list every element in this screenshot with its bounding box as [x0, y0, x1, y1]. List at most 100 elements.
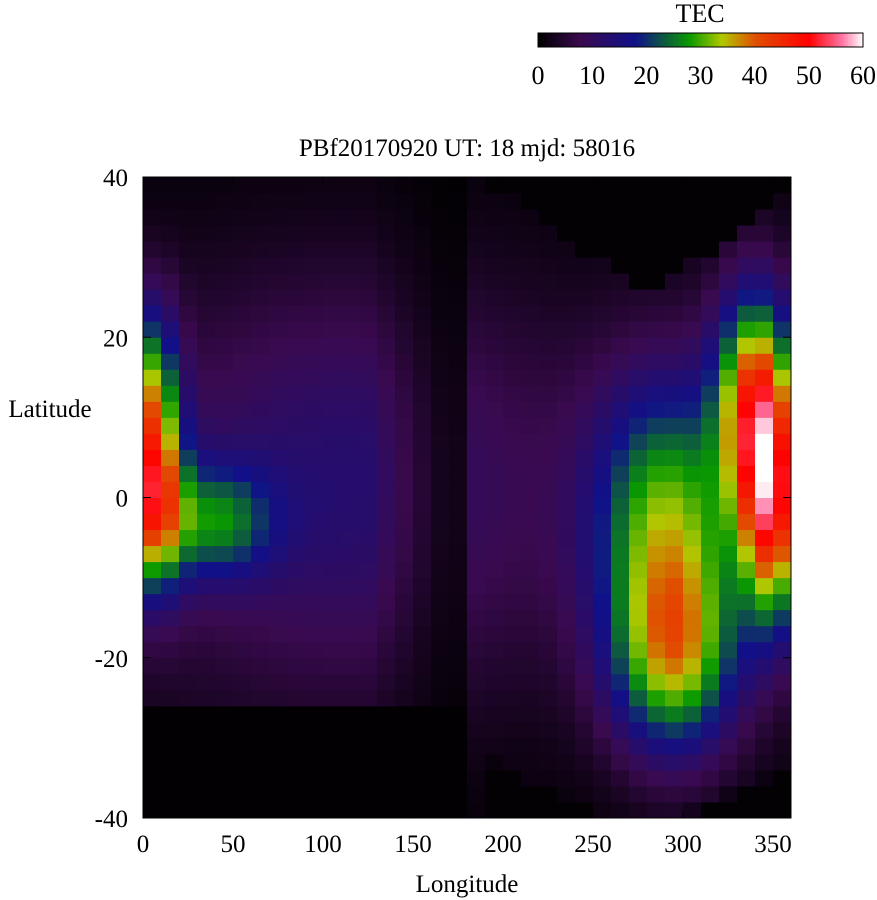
- heatmap-cell: [359, 593, 378, 611]
- heatmap-cell: [197, 721, 216, 739]
- heatmap-cell: [467, 337, 486, 354]
- heatmap-cell: [431, 385, 450, 402]
- heatmap-cell: [611, 433, 630, 450]
- heatmap-cell: [593, 689, 612, 707]
- heatmap-cell: [413, 369, 432, 386]
- heatmap-cell: [557, 753, 576, 771]
- heatmap-cell: [251, 305, 270, 322]
- heatmap-cell: [197, 433, 216, 450]
- heatmap-cell: [647, 769, 666, 787]
- colorbar-segment: [825, 33, 829, 47]
- heatmap-cell: [197, 737, 216, 755]
- heatmap-cell: [197, 481, 216, 498]
- heatmap-cell: [359, 449, 378, 466]
- colorbar-segment: [710, 33, 714, 47]
- heatmap-cell: [179, 625, 198, 643]
- x-axis-label: Longitude: [416, 871, 519, 898]
- heatmap-cell: [557, 385, 576, 402]
- heatmap-cell: [161, 449, 180, 466]
- heatmap-cell: [449, 769, 468, 787]
- colorbar-segment: [740, 33, 744, 47]
- heatmap-cell: [719, 545, 738, 563]
- heatmap-cell: [449, 593, 468, 611]
- heatmap-cell: [431, 561, 450, 579]
- colorbar-segment: [720, 33, 724, 47]
- heatmap-cell: [773, 705, 792, 723]
- heatmap-cell: [161, 577, 180, 595]
- heatmap-cell: [629, 577, 648, 595]
- heatmap-cell: [485, 465, 504, 482]
- heatmap-cell: [575, 737, 594, 755]
- heatmap-cell: [323, 801, 342, 819]
- heatmap-cell: [251, 273, 270, 290]
- heatmap-cell: [629, 273, 648, 290]
- heatmap-cell: [233, 417, 252, 434]
- heatmap-cell: [359, 657, 378, 675]
- heatmap-cell: [665, 449, 684, 466]
- heatmap-cell: [647, 401, 666, 418]
- heatmap-cell: [773, 577, 792, 595]
- heatmap-cell: [251, 513, 270, 531]
- heatmap-cell: [575, 625, 594, 643]
- heatmap-cell: [395, 785, 414, 803]
- heatmap-cell: [179, 273, 198, 290]
- heatmap-cell: [413, 433, 432, 450]
- heatmap-cell: [503, 305, 522, 322]
- heatmap-cell: [323, 321, 342, 338]
- heatmap-cell: [647, 721, 666, 739]
- heatmap-cell: [377, 657, 396, 675]
- heatmap-cell: [323, 257, 342, 274]
- heatmap-cell: [719, 497, 738, 515]
- heatmap-cell: [701, 465, 720, 482]
- heatmap-cell: [485, 193, 504, 210]
- heatmap-cell: [215, 769, 234, 787]
- heatmap-cell: [233, 641, 252, 659]
- heatmap-cell: [197, 577, 216, 595]
- heatmap-cell: [665, 225, 684, 242]
- colorbar-segment: [708, 33, 712, 47]
- heatmap-cell: [233, 337, 252, 354]
- heatmap-cell: [701, 609, 720, 627]
- heatmap-cell: [665, 481, 684, 498]
- heatmap-cell: [683, 401, 702, 418]
- heatmap-cell: [323, 513, 342, 531]
- heatmap-cell: [161, 769, 180, 787]
- heatmap-cell: [665, 209, 684, 226]
- heatmap-cell: [701, 209, 720, 226]
- heatmap-cell: [647, 481, 666, 498]
- colorbar-segment: [833, 33, 837, 47]
- heatmap-cell: [629, 257, 648, 274]
- heatmap-cell: [521, 657, 540, 675]
- heatmap-cell: [179, 385, 198, 402]
- heatmap-cell: [557, 721, 576, 739]
- heatmap-cell: [665, 369, 684, 386]
- heatmap-cell: [665, 337, 684, 354]
- heatmap-cell: [521, 401, 540, 418]
- heatmap-cell: [683, 497, 702, 515]
- heatmap-cell: [251, 769, 270, 787]
- heatmap-cell: [611, 305, 630, 322]
- heatmap-cell: [737, 673, 756, 691]
- heatmap-cell: [467, 577, 486, 595]
- heatmap-cell: [215, 593, 234, 611]
- heatmap-cell: [449, 241, 468, 258]
- heatmap-cell: [557, 625, 576, 643]
- heatmap-cell: [431, 801, 450, 819]
- heatmap-cell: [215, 401, 234, 418]
- heatmap-cell: [413, 305, 432, 322]
- heatmap-cell: [413, 321, 432, 338]
- heatmap-cell: [449, 369, 468, 386]
- heatmap-cell: [395, 305, 414, 322]
- heatmap-cell: [593, 289, 612, 306]
- heatmap-cell: [341, 497, 360, 515]
- heatmap-cell: [683, 257, 702, 274]
- heatmap-cell: [251, 321, 270, 338]
- heatmap-cell: [395, 225, 414, 242]
- heatmap-cell: [143, 705, 162, 723]
- heatmap-cell: [269, 369, 288, 386]
- heatmap-cell: [341, 225, 360, 242]
- heatmap-cell: [665, 801, 684, 819]
- heatmap-cell: [395, 273, 414, 290]
- heatmap-cell: [773, 321, 792, 338]
